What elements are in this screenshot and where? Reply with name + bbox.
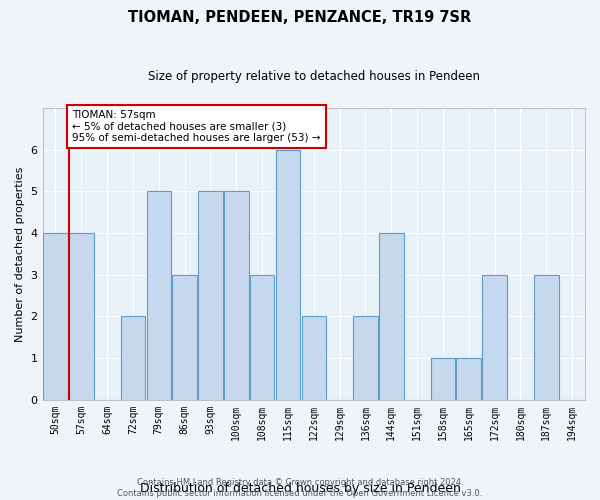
- Bar: [198, 191, 223, 400]
- Title: Size of property relative to detached houses in Pendeen: Size of property relative to detached ho…: [148, 70, 480, 83]
- Bar: [379, 233, 404, 400]
- Y-axis label: Number of detached properties: Number of detached properties: [15, 166, 25, 342]
- Text: TIOMAN: 57sqm
← 5% of detached houses are smaller (3)
95% of semi-detached house: TIOMAN: 57sqm ← 5% of detached houses ar…: [72, 110, 321, 143]
- Bar: [275, 150, 300, 400]
- Bar: [353, 316, 378, 400]
- Bar: [69, 233, 94, 400]
- Bar: [250, 274, 274, 400]
- Bar: [302, 316, 326, 400]
- Text: Distribution of detached houses by size in Pendeen: Distribution of detached houses by size …: [140, 482, 460, 495]
- Bar: [534, 274, 559, 400]
- Bar: [224, 191, 248, 400]
- Bar: [431, 358, 455, 400]
- Text: Contains HM Land Registry data © Crown copyright and database right 2024.
Contai: Contains HM Land Registry data © Crown c…: [118, 478, 482, 498]
- Bar: [482, 274, 507, 400]
- Text: TIOMAN, PENDEEN, PENZANCE, TR19 7SR: TIOMAN, PENDEEN, PENZANCE, TR19 7SR: [128, 10, 472, 25]
- Bar: [43, 233, 68, 400]
- Bar: [121, 316, 145, 400]
- Bar: [146, 191, 171, 400]
- Bar: [172, 274, 197, 400]
- Bar: [457, 358, 481, 400]
